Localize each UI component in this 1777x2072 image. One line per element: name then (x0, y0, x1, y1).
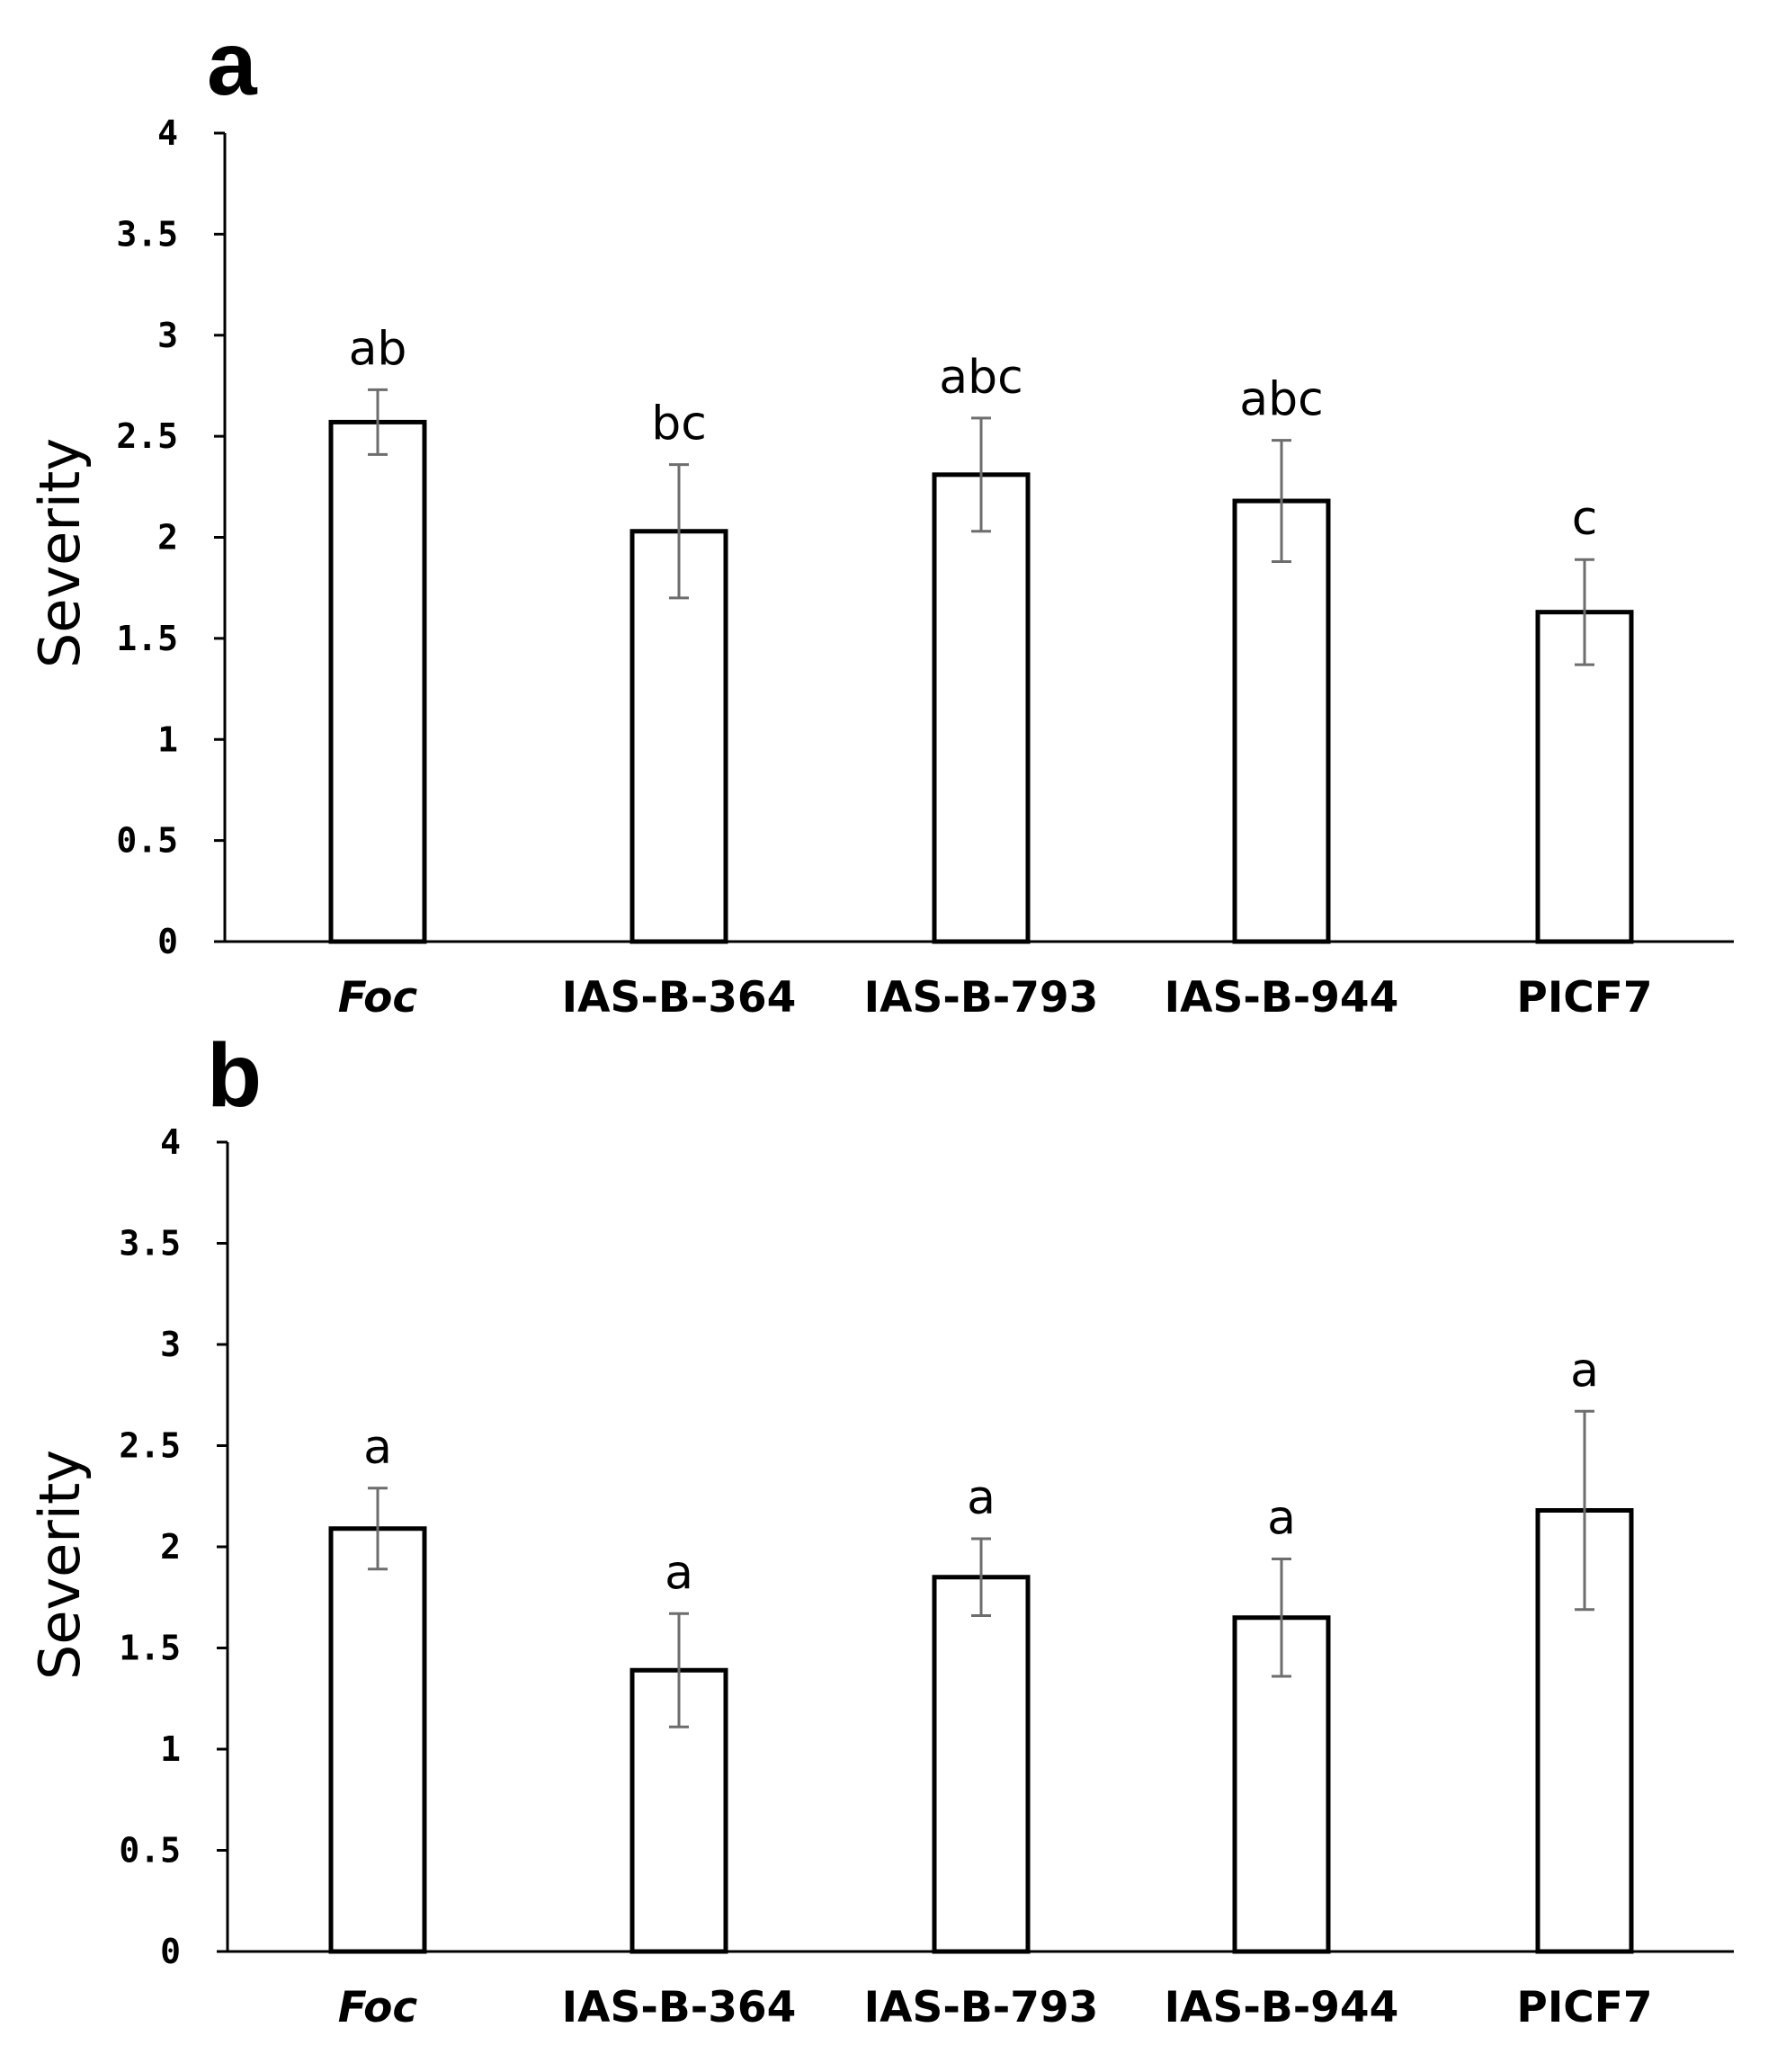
y-tick-label: 0 (160, 1932, 181, 1971)
x-tick-label: IAS-B-793 (864, 1983, 1099, 2032)
y-tick-label: 1 (160, 1729, 181, 1769)
y-tick-label: 2 (157, 518, 178, 558)
y-axis-label-a: Severity (27, 438, 93, 668)
panel-label-b: b (207, 1025, 262, 1126)
bar-IAS-B-944 (1232, 498, 1331, 944)
x-tick-label: Foc (338, 973, 418, 1023)
bar-IAS-B-793 (932, 472, 1031, 944)
y-axis-label-b: Severity (27, 1450, 93, 1680)
y-tick-label: 1 (157, 719, 178, 759)
y-tick-label: 0 (157, 922, 178, 961)
significance-label: a (665, 1546, 693, 1600)
significance-label: abc (939, 351, 1022, 405)
y-tick-label: 4 (160, 1122, 181, 1162)
x-tick-label: IAS-B-793 (864, 973, 1099, 1023)
y-tick-label: 1.5 (116, 619, 178, 658)
y-tick-label: 2.5 (119, 1426, 181, 1466)
significance-label: a (363, 1421, 392, 1475)
y-tick-label: 2 (160, 1527, 181, 1567)
significance-label: abc (1239, 373, 1323, 427)
x-tick-label: PICF7 (1516, 973, 1652, 1023)
bar-Foc (328, 1526, 427, 1954)
x-tick-label: PICF7 (1516, 1983, 1652, 2032)
bar-IAS-B-793 (932, 1575, 1031, 1954)
y-tick-label: 0.5 (116, 821, 178, 861)
y-tick-label: 2.5 (116, 416, 178, 456)
y-tick-label: 3 (157, 316, 178, 355)
y-tick-label: 4 (157, 113, 178, 153)
x-tick-label: IAS-B-944 (1165, 973, 1399, 1023)
x-tick-label: IAS-B-364 (562, 973, 797, 1023)
significance-label: c (1572, 492, 1598, 546)
chart-panel-b: b Severity 0 0.5 1 1.5 2 2.5 3 3.5 4 a Foc a IAS-B-3… (27, 1025, 1734, 2032)
bar-IAS-B-364 (630, 529, 728, 944)
y-tick-label: 3 (160, 1325, 181, 1364)
y-tick-label: 1.5 (119, 1629, 181, 1668)
significance-label: a (1570, 1344, 1599, 1398)
significance-label: ab (349, 322, 407, 376)
panel-label-a: a (207, 13, 258, 114)
significance-label: bc (651, 397, 707, 451)
x-tick-label: IAS-B-364 (562, 1983, 797, 2032)
significance-label: a (967, 1471, 996, 1525)
bar-Foc (328, 419, 427, 944)
x-tick-label: IAS-B-944 (1165, 1983, 1399, 2032)
chart-panel-a: a Severity 0 0.5 1 1.5 2 2.5 3 3.5 4 ab Foc bc IAS-B… (27, 13, 1734, 1023)
y-tick-label: 0.5 (119, 1831, 181, 1871)
bar-PICF7 (1535, 610, 1634, 944)
y-tick-label: 3.5 (116, 214, 178, 254)
x-tick-label: Foc (338, 1983, 418, 2032)
significance-label: a (1267, 1492, 1296, 1546)
y-tick-label: 3.5 (119, 1224, 181, 1264)
